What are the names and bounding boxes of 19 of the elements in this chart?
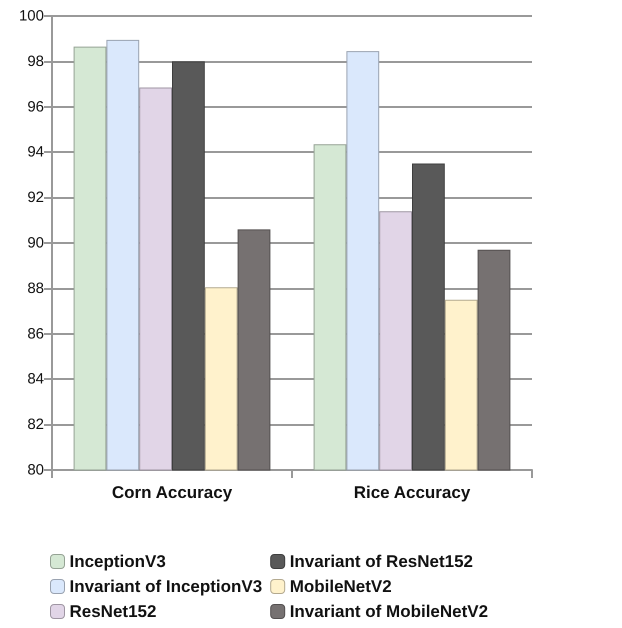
x-tick-label: Rice Accuracy	[354, 483, 471, 502]
legend-label: Invariant of InceptionV3	[70, 577, 262, 596]
legend-label: Invariant of ResNet152	[290, 552, 473, 571]
y-tick-label: 94	[27, 144, 44, 161]
y-tick-label: 88	[27, 280, 44, 297]
legend-label: Invariant of MobileNetV2	[290, 602, 488, 621]
legend-label: InceptionV3	[70, 552, 166, 571]
y-tick-label: 86	[27, 325, 44, 342]
legend-label: MobileNetV2	[290, 577, 392, 596]
y-tick-label: 80	[27, 462, 44, 478]
y-tick-label: 82	[27, 416, 44, 434]
x-tick-label: Corn Accuracy	[112, 483, 233, 502]
y-tick-label: 84	[27, 370, 44, 388]
y-tick-label: 92	[27, 189, 44, 206]
y-tick-label: 98	[27, 52, 44, 70]
y-tick-label: 90	[27, 234, 44, 252]
legend-label: ResNet152	[70, 602, 156, 621]
y-tick-label: 100	[18, 8, 44, 24]
y-tick-label: 96	[27, 98, 44, 116]
